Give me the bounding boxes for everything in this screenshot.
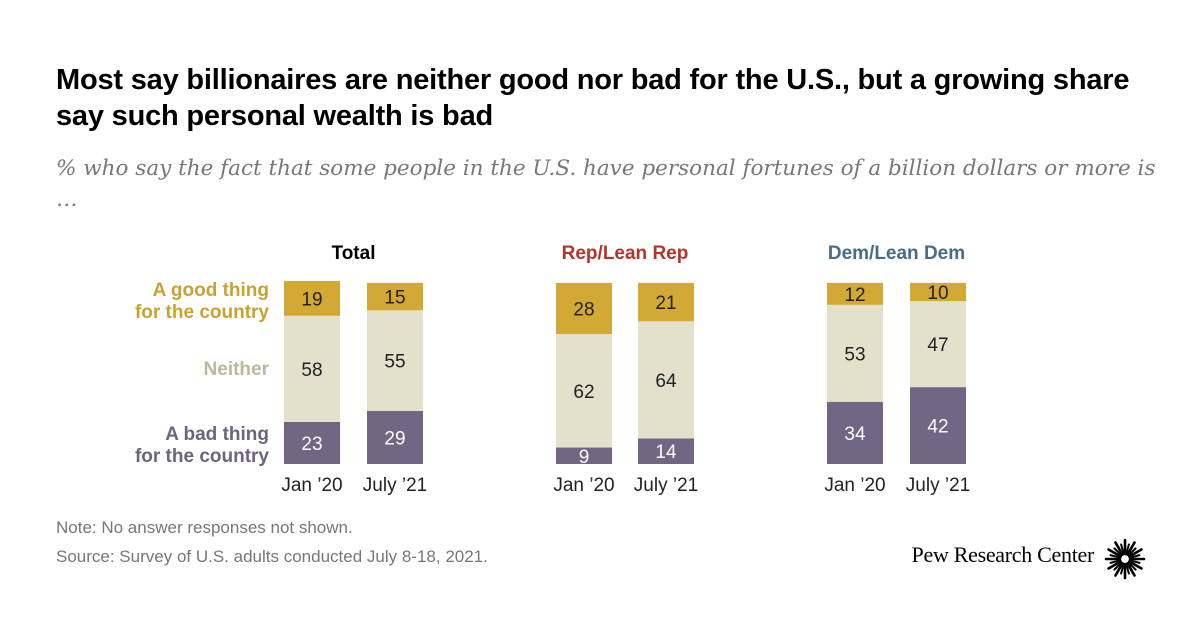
bar-segment-good xyxy=(910,282,966,302)
bar-segment-neither xyxy=(556,334,612,448)
bar-segment-good xyxy=(284,281,340,316)
pew-logo-text: Pew Research Center xyxy=(911,542,1095,567)
legend-label-good: A good thing xyxy=(153,280,269,301)
data-label-neither: 55 xyxy=(384,352,405,373)
bar-segment-good xyxy=(827,282,883,305)
pew-sunburst-icon xyxy=(1104,538,1146,580)
panel-title: Dem/Lean Dem xyxy=(828,243,965,264)
legend-label-neither: Neither xyxy=(204,359,270,380)
x-tick-label: Jan ’20 xyxy=(824,475,885,496)
data-label-good: 21 xyxy=(655,293,676,314)
data-label-bad: 14 xyxy=(655,442,677,463)
data-label-bad: 29 xyxy=(384,428,405,449)
x-tick-label: July ’21 xyxy=(906,475,970,496)
data-label-neither: 64 xyxy=(655,371,677,392)
panel-title: Rep/Lean Rep xyxy=(562,243,689,264)
data-label-good: 28 xyxy=(573,299,594,320)
chart-title: Most say billionaires are neither good n… xyxy=(56,64,1130,132)
data-label-good: 12 xyxy=(844,285,865,306)
legend-label-bad: A bad thing xyxy=(165,424,269,445)
data-label-neither: 47 xyxy=(927,335,948,356)
bar-segment-bad xyxy=(638,438,694,464)
data-label-bad: 9 xyxy=(579,447,590,468)
data-label-bad: 23 xyxy=(301,434,322,455)
data-label-good: 15 xyxy=(384,288,405,309)
data-label-bad: 34 xyxy=(844,424,866,445)
bar-segment-neither xyxy=(827,304,883,402)
data-label-neither: 53 xyxy=(844,344,865,365)
bar-segment-neither xyxy=(367,310,423,411)
bar-segment-bad xyxy=(284,421,340,464)
bar-segment-bad xyxy=(910,387,966,464)
bar-segment-good xyxy=(367,282,423,311)
chart-note: Note: No answer responses not shown. xyxy=(56,518,353,537)
panel-title: Total xyxy=(332,243,376,264)
legend-label-good: for the country xyxy=(135,302,269,323)
data-label-neither: 58 xyxy=(301,360,322,381)
chart-source: Source: Survey of U.S. adults conducted … xyxy=(56,547,488,566)
bar-segment-good xyxy=(556,282,612,335)
x-tick-label: Jan ’20 xyxy=(281,475,342,496)
x-tick-label: July ’21 xyxy=(634,475,698,496)
x-tick-label: July ’21 xyxy=(363,475,427,496)
bar-segment-good xyxy=(638,282,694,322)
legend-label-bad: for the country xyxy=(135,446,269,467)
data-label-good: 10 xyxy=(927,283,948,304)
data-label-good: 19 xyxy=(301,289,322,310)
bar-segment-neither xyxy=(284,315,340,422)
bar-segment-neither xyxy=(910,301,966,388)
bar-segment-bad xyxy=(556,447,612,464)
bar-segment-neither xyxy=(638,321,694,439)
data-label-bad: 42 xyxy=(927,417,948,438)
chart-subtitle: % who say the fact that some people in t… xyxy=(56,156,1156,212)
x-tick-label: Jan ’20 xyxy=(553,475,614,496)
bar-segment-bad xyxy=(827,401,883,464)
data-label-neither: 62 xyxy=(573,382,594,403)
bar-segment-bad xyxy=(367,410,423,464)
